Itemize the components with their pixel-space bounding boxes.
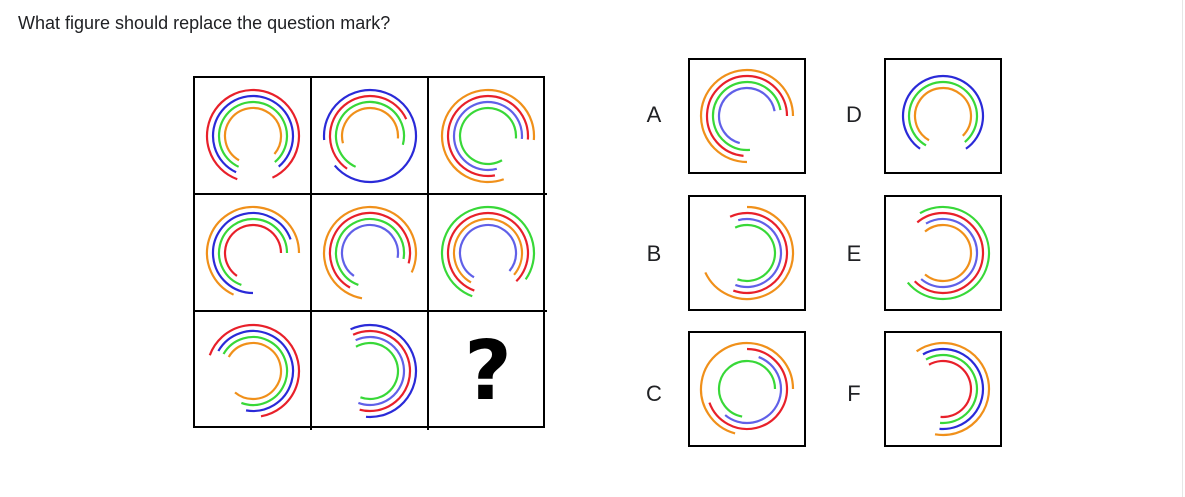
circle-arcs-figure [208, 323, 300, 418]
red-arc [446, 94, 530, 177]
violet-arc [452, 100, 524, 171]
circle-arcs-figure [906, 205, 991, 301]
green-arc [440, 205, 536, 297]
puzzle-grid: ? [193, 76, 547, 430]
orange-arc [440, 88, 536, 183]
red-arc [223, 223, 282, 277]
violet-arc [458, 223, 518, 278]
orange-arc [223, 106, 282, 161]
violet-arc [724, 356, 783, 425]
option-d[interactable] [884, 58, 1002, 174]
circle-arcs-figure [440, 88, 536, 183]
green-arc [222, 335, 288, 407]
circle-arcs-figure [699, 341, 795, 435]
grid-cell [429, 78, 547, 195]
red-arc [705, 74, 789, 157]
green-arc [925, 353, 979, 425]
blue-arc [901, 74, 985, 150]
option-c[interactable] [688, 331, 806, 447]
orange-arc [340, 106, 399, 144]
orange-arc [205, 205, 300, 296]
circle-arcs-figure [322, 88, 417, 183]
red-arc [208, 323, 300, 418]
orange-arc [915, 341, 991, 437]
grid-cell [312, 78, 429, 195]
orange-arc [924, 223, 973, 283]
circle-arcs-figure [322, 205, 417, 299]
option-b-label: B [646, 241, 662, 266]
red-arc [928, 359, 973, 419]
orange-arc [452, 217, 524, 283]
orange-arc [704, 205, 795, 301]
green-arc [334, 100, 405, 168]
green-arc [354, 341, 399, 401]
orange-arc [227, 341, 282, 401]
grid-cell [195, 195, 312, 312]
blue-arc [349, 323, 417, 419]
question-text: What figure should replace the question … [18, 13, 391, 33]
circle-arcs-figure [901, 74, 985, 150]
blue-arc [922, 347, 985, 431]
circle-arcs-figure [704, 205, 795, 301]
option-f-label: F [847, 381, 861, 406]
orange-arc [699, 68, 795, 164]
red-arc [328, 211, 411, 289]
orange-arc [913, 86, 973, 142]
option-e-label: E [846, 241, 862, 266]
option-f[interactable] [884, 331, 1002, 447]
circle-arcs-figure [440, 205, 536, 297]
circle-arcs-figure [699, 68, 795, 164]
blue-arc [211, 211, 292, 294]
option-a-label: A [646, 102, 662, 127]
violet-arc [734, 217, 783, 289]
red-arc [708, 347, 789, 431]
orange-arc [699, 341, 795, 435]
red-arc [205, 88, 300, 180]
circle-arcs-figure [205, 205, 300, 296]
grid-cell [195, 78, 312, 195]
green-arc [907, 80, 979, 147]
red-arc [446, 211, 530, 292]
missing-cell: ? [429, 312, 547, 430]
circle-arcs-figure [205, 88, 300, 180]
green-arc [217, 217, 288, 286]
grid-cell [429, 195, 547, 312]
green-arc [711, 80, 782, 152]
green-arc [717, 359, 777, 418]
green-arc [217, 100, 288, 168]
question-mark: ? [464, 324, 512, 419]
option-d-label: D [846, 102, 862, 127]
green-arc [734, 223, 777, 283]
orange-arc [322, 205, 417, 299]
red-arc [913, 211, 985, 295]
red-arc [729, 211, 789, 295]
grid-cell [312, 195, 429, 312]
blue-arc [211, 94, 294, 173]
blue-arc [322, 88, 417, 183]
grid-cell [312, 312, 429, 430]
option-a[interactable] [688, 58, 806, 174]
green-arc [906, 205, 991, 301]
red-arc [328, 94, 407, 170]
violet-arc [717, 86, 776, 145]
blue-arc [216, 329, 294, 413]
page-right-border [1182, 0, 1183, 497]
grid-cell [195, 312, 312, 430]
option-e[interactable] [884, 195, 1002, 311]
circle-arcs-figure [915, 341, 991, 437]
green-arc [334, 217, 405, 286]
violet-arc [354, 335, 405, 407]
circle-arcs-figure [349, 323, 417, 419]
option-c-label: C [646, 381, 662, 406]
violet-arc [920, 217, 979, 289]
option-b[interactable] [688, 195, 806, 311]
red-arc [352, 329, 411, 413]
violet-arc [340, 223, 399, 277]
green-arc [458, 106, 518, 165]
